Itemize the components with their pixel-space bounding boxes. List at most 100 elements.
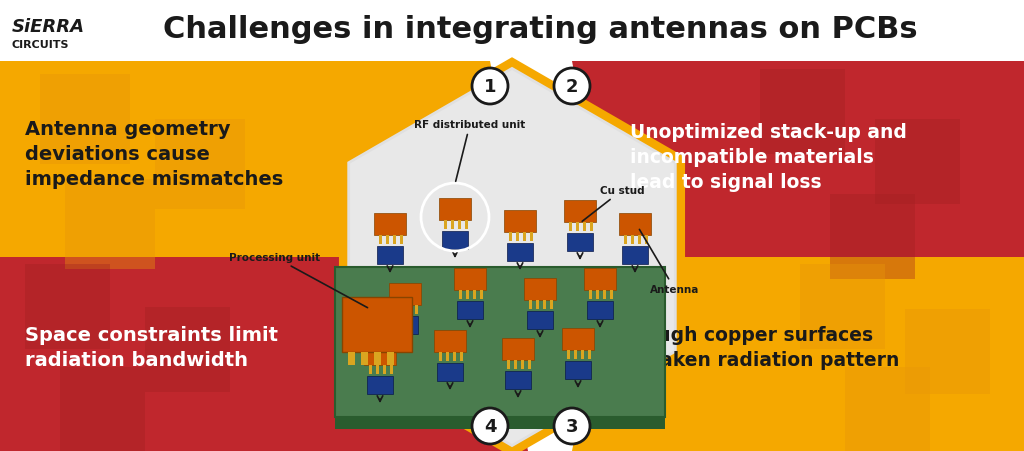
FancyBboxPatch shape — [504, 211, 536, 232]
FancyBboxPatch shape — [364, 343, 396, 365]
FancyBboxPatch shape — [367, 376, 393, 394]
FancyBboxPatch shape — [530, 232, 534, 241]
FancyBboxPatch shape — [514, 360, 517, 369]
FancyBboxPatch shape — [565, 361, 591, 379]
Text: Cu stud: Cu stud — [583, 186, 645, 222]
FancyBboxPatch shape — [389, 283, 421, 305]
Text: Processing unit: Processing unit — [229, 253, 368, 308]
FancyBboxPatch shape — [830, 194, 915, 279]
Circle shape — [472, 69, 508, 105]
FancyBboxPatch shape — [379, 235, 382, 244]
FancyBboxPatch shape — [564, 201, 596, 222]
FancyBboxPatch shape — [567, 234, 593, 252]
FancyBboxPatch shape — [624, 235, 627, 244]
FancyBboxPatch shape — [800, 264, 885, 349]
FancyBboxPatch shape — [622, 246, 648, 264]
Polygon shape — [572, 258, 1024, 451]
Text: SiERRA: SiERRA — [12, 18, 85, 36]
FancyBboxPatch shape — [618, 213, 651, 235]
FancyBboxPatch shape — [439, 198, 471, 221]
FancyBboxPatch shape — [562, 328, 594, 350]
Polygon shape — [343, 63, 681, 451]
Circle shape — [472, 408, 508, 444]
FancyBboxPatch shape — [543, 300, 546, 309]
FancyBboxPatch shape — [516, 232, 519, 241]
FancyBboxPatch shape — [348, 352, 355, 365]
FancyBboxPatch shape — [465, 221, 468, 230]
FancyBboxPatch shape — [587, 301, 613, 319]
FancyBboxPatch shape — [376, 365, 379, 374]
Polygon shape — [350, 71, 674, 444]
FancyBboxPatch shape — [645, 235, 648, 244]
FancyBboxPatch shape — [588, 350, 591, 359]
Circle shape — [554, 69, 590, 105]
FancyBboxPatch shape — [575, 222, 579, 231]
FancyBboxPatch shape — [453, 352, 456, 361]
FancyBboxPatch shape — [383, 365, 386, 374]
FancyBboxPatch shape — [502, 338, 534, 360]
FancyBboxPatch shape — [529, 300, 532, 309]
Circle shape — [554, 408, 590, 444]
FancyBboxPatch shape — [638, 235, 641, 244]
FancyBboxPatch shape — [631, 235, 634, 244]
FancyBboxPatch shape — [387, 352, 394, 365]
FancyBboxPatch shape — [550, 300, 553, 309]
FancyBboxPatch shape — [596, 290, 599, 299]
FancyBboxPatch shape — [610, 290, 613, 299]
FancyBboxPatch shape — [584, 268, 616, 290]
FancyBboxPatch shape — [574, 350, 577, 359]
FancyBboxPatch shape — [65, 179, 155, 269]
Polygon shape — [0, 258, 528, 451]
FancyBboxPatch shape — [874, 120, 961, 205]
FancyBboxPatch shape — [415, 305, 418, 314]
FancyBboxPatch shape — [458, 221, 461, 230]
FancyBboxPatch shape — [845, 367, 930, 451]
Text: Challenges in integrating antennas on PCBs: Challenges in integrating antennas on PC… — [163, 15, 918, 44]
FancyBboxPatch shape — [40, 75, 130, 165]
Text: 2: 2 — [565, 78, 579, 96]
FancyBboxPatch shape — [386, 235, 389, 244]
FancyBboxPatch shape — [155, 120, 245, 210]
FancyBboxPatch shape — [603, 290, 606, 299]
FancyBboxPatch shape — [145, 307, 230, 392]
FancyBboxPatch shape — [505, 371, 531, 389]
FancyBboxPatch shape — [760, 70, 845, 155]
FancyBboxPatch shape — [434, 330, 466, 352]
FancyBboxPatch shape — [583, 222, 586, 231]
FancyBboxPatch shape — [374, 213, 406, 235]
Text: Space constraints limit
radiation bandwidth: Space constraints limit radiation bandwi… — [25, 325, 278, 369]
FancyBboxPatch shape — [400, 235, 403, 244]
FancyBboxPatch shape — [459, 290, 462, 299]
FancyBboxPatch shape — [528, 360, 531, 369]
FancyBboxPatch shape — [454, 268, 486, 290]
FancyBboxPatch shape — [457, 301, 483, 319]
Text: 3: 3 — [565, 417, 579, 435]
FancyBboxPatch shape — [444, 221, 447, 230]
FancyBboxPatch shape — [524, 278, 556, 300]
FancyBboxPatch shape — [905, 309, 990, 394]
FancyBboxPatch shape — [523, 232, 526, 241]
Polygon shape — [572, 62, 1024, 258]
FancyBboxPatch shape — [394, 305, 397, 314]
FancyBboxPatch shape — [567, 350, 570, 359]
FancyBboxPatch shape — [446, 352, 449, 361]
Text: Antenna geometry
deviations cause
impedance mismatches: Antenna geometry deviations cause impeda… — [25, 120, 284, 189]
Polygon shape — [335, 417, 665, 429]
FancyBboxPatch shape — [342, 297, 412, 352]
Text: 4: 4 — [483, 417, 497, 435]
FancyBboxPatch shape — [507, 244, 534, 262]
FancyBboxPatch shape — [437, 363, 463, 381]
FancyBboxPatch shape — [460, 352, 463, 361]
Polygon shape — [0, 62, 528, 258]
FancyBboxPatch shape — [25, 264, 110, 349]
FancyBboxPatch shape — [392, 316, 418, 334]
FancyBboxPatch shape — [473, 290, 476, 299]
Text: Unoptimized stack-up and
incompatible materials
lead to signal loss: Unoptimized stack-up and incompatible ma… — [630, 123, 907, 192]
Text: RF distributed unit: RF distributed unit — [415, 120, 525, 182]
FancyBboxPatch shape — [390, 365, 393, 374]
FancyBboxPatch shape — [401, 305, 404, 314]
FancyBboxPatch shape — [335, 267, 665, 417]
FancyBboxPatch shape — [374, 352, 381, 365]
FancyBboxPatch shape — [393, 235, 396, 244]
FancyBboxPatch shape — [377, 246, 403, 264]
